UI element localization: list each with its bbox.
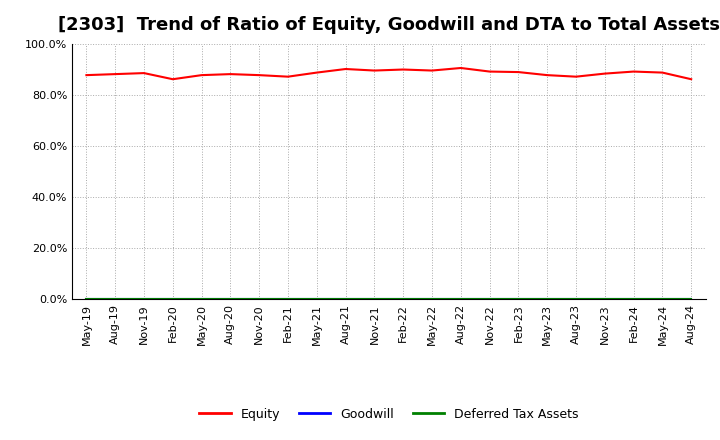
Goodwill (370, 297, 379, 302)
Goodwill (226, 297, 235, 302)
Equity (629, 69, 638, 74)
Deferred Tax Assets (140, 297, 148, 302)
Deferred Tax Assets (399, 297, 408, 302)
Equity (82, 73, 91, 78)
Goodwill (82, 297, 91, 302)
Goodwill (485, 297, 494, 302)
Goodwill (168, 297, 177, 302)
Deferred Tax Assets (428, 297, 436, 302)
Goodwill (543, 297, 552, 302)
Equity (514, 70, 523, 75)
Line: Equity: Equity (86, 68, 691, 79)
Goodwill (600, 297, 609, 302)
Deferred Tax Assets (82, 297, 91, 302)
Equity (111, 71, 120, 77)
Equity (255, 73, 264, 78)
Legend: Equity, Goodwill, Deferred Tax Assets: Equity, Goodwill, Deferred Tax Assets (194, 403, 583, 425)
Goodwill (255, 297, 264, 302)
Deferred Tax Assets (226, 297, 235, 302)
Deferred Tax Assets (687, 297, 696, 302)
Equity (687, 77, 696, 82)
Goodwill (284, 297, 292, 302)
Deferred Tax Assets (284, 297, 292, 302)
Deferred Tax Assets (514, 297, 523, 302)
Goodwill (687, 297, 696, 302)
Goodwill (140, 297, 148, 302)
Equity (399, 67, 408, 72)
Deferred Tax Assets (629, 297, 638, 302)
Goodwill (341, 297, 350, 302)
Equity (485, 69, 494, 74)
Deferred Tax Assets (255, 297, 264, 302)
Deferred Tax Assets (168, 297, 177, 302)
Equity (284, 74, 292, 79)
Goodwill (629, 297, 638, 302)
Equity (168, 77, 177, 82)
Goodwill (197, 297, 206, 302)
Goodwill (312, 297, 321, 302)
Goodwill (456, 297, 465, 302)
Equity (197, 73, 206, 78)
Equity (543, 73, 552, 78)
Deferred Tax Assets (341, 297, 350, 302)
Deferred Tax Assets (456, 297, 465, 302)
Goodwill (111, 297, 120, 302)
Equity (658, 70, 667, 75)
Goodwill (572, 297, 580, 302)
Equity (428, 68, 436, 73)
Equity (226, 71, 235, 77)
Goodwill (514, 297, 523, 302)
Title: [2303]  Trend of Ratio of Equity, Goodwill and DTA to Total Assets: [2303] Trend of Ratio of Equity, Goodwil… (58, 16, 720, 34)
Deferred Tax Assets (543, 297, 552, 302)
Equity (456, 66, 465, 71)
Deferred Tax Assets (572, 297, 580, 302)
Deferred Tax Assets (370, 297, 379, 302)
Deferred Tax Assets (197, 297, 206, 302)
Deferred Tax Assets (485, 297, 494, 302)
Equity (140, 70, 148, 76)
Equity (600, 71, 609, 76)
Deferred Tax Assets (111, 297, 120, 302)
Equity (312, 70, 321, 75)
Goodwill (658, 297, 667, 302)
Equity (341, 66, 350, 72)
Goodwill (428, 297, 436, 302)
Goodwill (399, 297, 408, 302)
Deferred Tax Assets (658, 297, 667, 302)
Equity (370, 68, 379, 73)
Deferred Tax Assets (312, 297, 321, 302)
Deferred Tax Assets (600, 297, 609, 302)
Equity (572, 74, 580, 79)
